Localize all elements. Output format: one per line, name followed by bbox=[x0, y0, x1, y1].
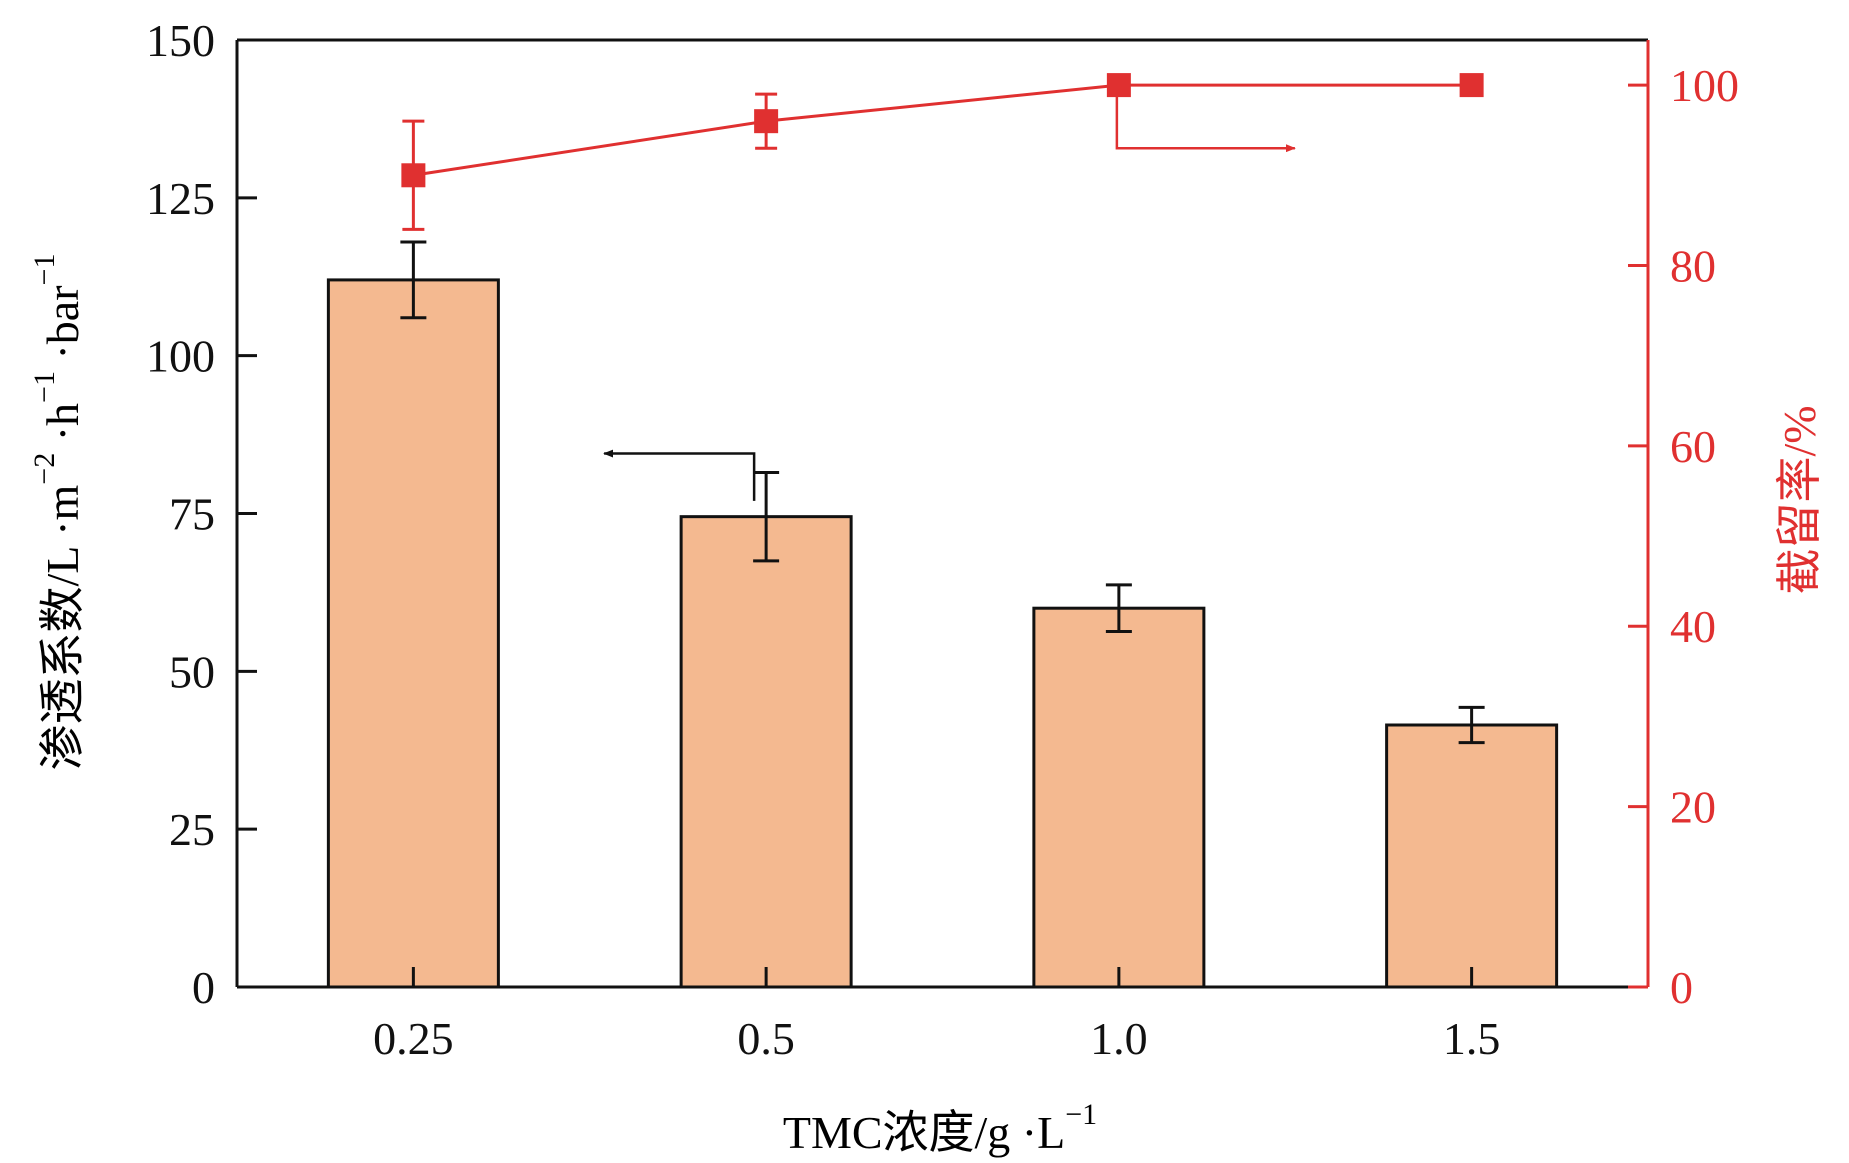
bar-3 bbox=[1385, 723, 1559, 989]
retention-line bbox=[413, 83, 1472, 177]
y-axis-left-title: 渗透系数/L ·m−2 ·h−1 ·bar−1 bbox=[28, 254, 88, 771]
retention-point-1 bbox=[754, 109, 779, 134]
retention-point-2 bbox=[1106, 73, 1131, 98]
x-tick-label-3: 1.5 bbox=[1443, 1013, 1501, 1064]
arrow-to-right-axis bbox=[1115, 85, 1296, 153]
bar-0 bbox=[326, 278, 500, 989]
bar-2 bbox=[1032, 606, 1206, 989]
right-tick-label-2: 40 bbox=[1670, 601, 1716, 652]
left-axis: 0 25 50 75 100 125 150 bbox=[146, 15, 257, 1013]
left-tick-label-0: 0 bbox=[192, 962, 215, 1013]
left-tick-label-3: 75 bbox=[169, 489, 215, 540]
left-tick-label-6: 150 bbox=[146, 15, 215, 66]
left-error-bars bbox=[400, 240, 1485, 745]
bars bbox=[326, 278, 1559, 989]
right-tick-label-1: 20 bbox=[1670, 782, 1716, 833]
retention-point-3 bbox=[1459, 73, 1484, 98]
y-axis-right-title: 截留率/% bbox=[1774, 405, 1825, 594]
x-tick-label-2: 1.0 bbox=[1090, 1013, 1148, 1064]
annotations bbox=[603, 85, 1296, 501]
right-axis: 0 20 40 60 80 100 bbox=[1628, 60, 1739, 1013]
bar-1 bbox=[679, 515, 853, 989]
right-tick-label-5: 100 bbox=[1670, 60, 1739, 111]
left-tick-label-1: 25 bbox=[169, 804, 215, 855]
arrow-to-left-axis bbox=[603, 449, 756, 501]
x-axis: 0.25 0.5 1.0 1.5 bbox=[373, 967, 1500, 1064]
x-tick-label-0: 0.25 bbox=[373, 1013, 454, 1064]
retention-point-0 bbox=[401, 163, 426, 188]
right-series bbox=[401, 73, 1484, 231]
left-tick-label-5: 125 bbox=[146, 173, 215, 224]
left-tick-label-2: 50 bbox=[169, 646, 215, 697]
x-tick-label-1: 0.5 bbox=[737, 1013, 795, 1064]
right-tick-label-0: 0 bbox=[1670, 962, 1693, 1013]
right-tick-label-3: 60 bbox=[1670, 421, 1716, 472]
x-axis-title: TMC浓度/g ·L−1 bbox=[783, 1098, 1097, 1158]
right-tick-label-4: 80 bbox=[1670, 240, 1716, 291]
left-tick-label-4: 100 bbox=[146, 331, 215, 382]
